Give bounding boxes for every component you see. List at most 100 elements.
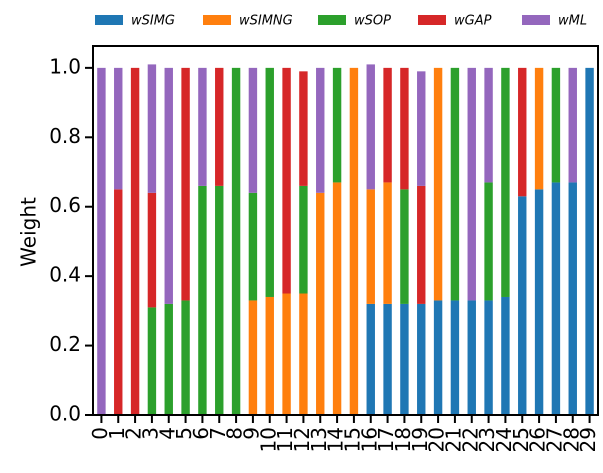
bar-segment (551, 182, 561, 415)
x-tick-label: 1 (105, 427, 129, 440)
bar-segment (248, 67, 258, 193)
x-tick-label: 18 (391, 427, 415, 452)
legend-label: wSIMNG (239, 14, 293, 29)
x-tick-label: 11 (273, 427, 297, 452)
bar-segment (450, 67, 460, 301)
x-tick-label: 9 (239, 427, 263, 440)
bar-segment (484, 67, 493, 183)
x-tick-label: 14 (324, 427, 348, 452)
bar-segment (585, 67, 594, 416)
bar-segment (130, 67, 140, 416)
bar-segment (518, 67, 527, 197)
x-tick-label: 29 (576, 427, 600, 452)
x-tick-label: 4 (155, 427, 179, 440)
bar-segment (501, 296, 510, 415)
bar-segment (417, 303, 426, 415)
legend-swatch (418, 15, 446, 25)
bar-segment (484, 182, 493, 301)
bar-segment (97, 67, 106, 416)
bar-segment (316, 192, 325, 415)
bar-segment (467, 67, 476, 301)
bar-segment (417, 71, 426, 186)
x-tick-label: 3 (138, 427, 162, 440)
x-tick-label: 2 (122, 427, 146, 440)
bar-segment (265, 67, 274, 297)
bar-segment (164, 303, 173, 415)
bar-segment (383, 67, 392, 183)
legend-label: wGAP (454, 14, 492, 29)
x-tick-label: 24 (492, 427, 516, 452)
bar-segment (366, 64, 375, 190)
bar-segment (484, 300, 493, 415)
bar-segment (417, 185, 426, 304)
y-tick-label: 0.4 (49, 263, 81, 287)
x-tick-label: 7 (206, 427, 230, 440)
bar-segment (366, 189, 375, 304)
bar-segment (450, 300, 460, 415)
legend-swatch (95, 15, 123, 25)
y-axis-label: Weight (17, 197, 41, 267)
y-tick-label: 1.0 (49, 54, 81, 78)
bar-segment (534, 189, 544, 415)
bar-segment (299, 71, 308, 186)
bar-segment (433, 300, 443, 415)
legend-label: wSOP (354, 14, 391, 29)
bar-segment (568, 67, 577, 183)
bar-segment (248, 192, 258, 301)
x-tick-label: 26 (526, 427, 550, 452)
bar-segment (147, 307, 157, 415)
x-tick-label: 28 (559, 427, 583, 452)
bar-segment (231, 67, 241, 416)
bar-segment (114, 67, 123, 190)
x-tick-label: 23 (475, 427, 499, 452)
bar-segment (164, 67, 173, 304)
x-tick-label: 17 (374, 427, 398, 452)
x-tick-label: 8 (223, 427, 247, 440)
bar-segment (332, 182, 342, 415)
x-tick-label: 16 (357, 427, 381, 452)
bar-segment (400, 67, 409, 190)
bar-segment (114, 189, 123, 415)
legend-swatch (203, 15, 231, 25)
bar-segment (282, 67, 291, 294)
legend-label: wML (558, 14, 587, 29)
bar-segment (299, 185, 308, 294)
bar-segment (568, 182, 577, 415)
x-tick-label: 19 (408, 427, 432, 452)
bar-segment (215, 185, 224, 415)
bar-segment (349, 67, 359, 416)
x-tick-label: 5 (172, 427, 196, 440)
y-tick-label: 0.2 (49, 332, 81, 356)
bar-segment (383, 182, 392, 304)
bar-segment (467, 300, 476, 415)
bar-segment (198, 185, 207, 415)
bar-segment (147, 192, 157, 308)
bar-segment (400, 303, 409, 415)
legend-swatch (318, 15, 346, 25)
bar-segment (400, 189, 409, 304)
bar-segment (299, 293, 308, 415)
x-tick-label: 13 (307, 427, 331, 452)
y-tick-label: 0.8 (49, 124, 81, 148)
x-tick-label: 20 (425, 427, 449, 452)
bar-segment (198, 67, 207, 186)
x-tick-label: 10 (256, 427, 280, 452)
legend-label: wSIMG (131, 14, 175, 29)
x-tick-label: 27 (542, 427, 566, 452)
bar-segment (265, 296, 274, 415)
x-tick-label: 0 (88, 427, 112, 440)
bar-segment (332, 67, 342, 183)
x-tick-label: 6 (189, 427, 213, 440)
y-tick-label: 0.6 (49, 193, 81, 217)
bar-segment (147, 64, 157, 193)
legend-swatch (522, 15, 550, 25)
bar-segment (534, 67, 544, 190)
bar-segment (383, 303, 392, 415)
bar-segment (181, 300, 190, 415)
bar-segment (181, 67, 190, 301)
bar-segment (316, 67, 325, 193)
bar-segment (518, 196, 527, 415)
bar-segment (282, 293, 291, 415)
plot-frame (92, 45, 599, 416)
